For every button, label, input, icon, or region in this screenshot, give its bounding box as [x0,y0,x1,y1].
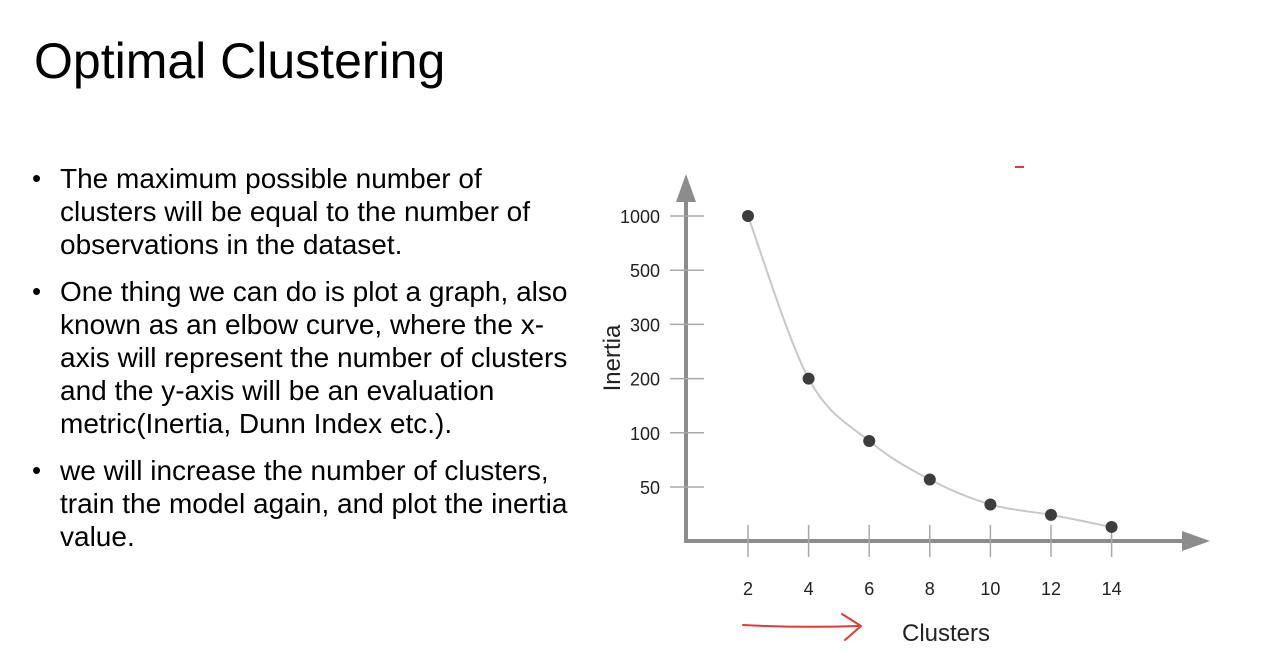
bullet-dot-icon: • [32,276,42,306]
data-point [984,498,997,511]
x-tick-label: 12 [1041,579,1061,599]
x-tick-label: 10 [980,579,1000,599]
y-tick-label: 500 [630,261,660,281]
bullet-item: • One thing we can do is plot a graph, a… [30,275,575,440]
y-tick-label: 1000 [620,207,660,227]
data-point [742,210,754,222]
y-tick-label: 200 [630,370,660,390]
bullet-item: • we will increase the number of cluster… [30,454,575,553]
x-axis-ticks: 2 4 6 8 10 12 14 [743,525,1122,599]
slide-title: Optimal Clustering [34,33,446,89]
data-point [1045,508,1057,521]
bullet-dot-icon: • [32,163,42,193]
red-arrow-annotation [742,166,1024,641]
bullet-dot-icon: • [32,455,42,485]
y-axis-ticks: 1000 500 300 200 100 50 [620,207,704,498]
x-tick-label: 2 [743,579,753,599]
y-axis-label: Inertia [599,324,626,391]
y-tick-label: 50 [640,478,660,498]
data-point [1105,520,1118,533]
chart-axes [676,174,1210,551]
x-axis-arrowhead-icon [1182,531,1210,551]
data-points [742,210,1118,533]
y-axis-arrowhead-icon [676,174,696,202]
data-point [923,473,936,486]
x-axis-label: Clusters [902,620,990,647]
y-tick-label: 300 [630,315,660,335]
bullet-text: we will increase the number of clusters,… [60,455,568,552]
bullet-item: • The maximum possible number of cluster… [30,162,575,261]
x-tick-label: 14 [1102,579,1122,599]
data-point [802,372,815,385]
bullet-text: One thing we can do is plot a graph, als… [60,276,568,439]
red-arrow-shaft [742,624,859,628]
y-tick-label: 100 [630,424,660,444]
bullet-text: The maximum possible number of clusters … [60,163,531,260]
red-arrow-head-icon [841,613,862,641]
data-point [863,435,876,448]
bullet-list: • The maximum possible number of cluster… [30,162,575,567]
x-tick-label: 8 [925,579,935,599]
x-tick-label: 6 [864,579,874,599]
x-tick-label: 4 [804,579,814,599]
